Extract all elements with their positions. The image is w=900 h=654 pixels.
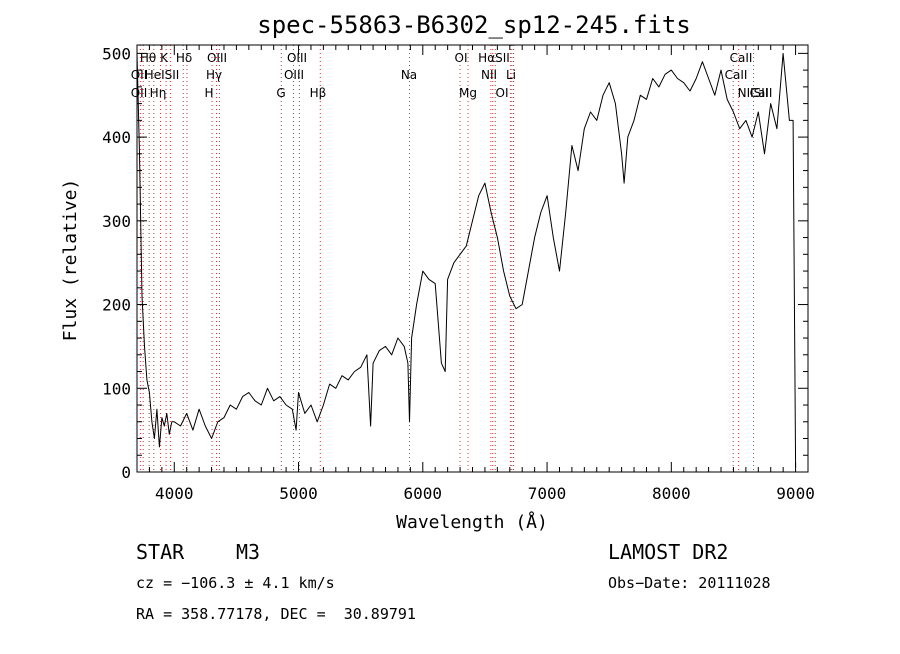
line-label: OI [455, 51, 468, 65]
line-label: Li [506, 68, 516, 82]
object-class: STAR [136, 540, 185, 564]
line-label: NII [481, 68, 497, 82]
line-label: H [204, 86, 213, 100]
line-label: CaII [725, 68, 748, 82]
object-subclass: M3 [236, 540, 261, 564]
line-label: OII [131, 86, 148, 100]
ra-dec-coordinates: RA = 358.77178, DEC = 30.89791 [136, 605, 416, 623]
x-axis-label: Wavelength (Å) [396, 511, 548, 533]
y-tick-label: 400 [102, 128, 131, 147]
observation-date: Obs−Date: 20111028 [608, 574, 771, 592]
y-axis-label: Flux (relative) [60, 179, 81, 342]
line-label: OII [131, 68, 148, 82]
redshift-velocity: cz = −106.3 ± 4.1 km/s [136, 574, 335, 592]
line-label: Hθ [140, 51, 156, 65]
x-tick-label: 7000 [528, 484, 567, 503]
spectrum-series [136, 52, 797, 468]
line-label: OIII [284, 68, 304, 82]
line-label: Hγ [206, 68, 222, 82]
line-label: HeISII [145, 68, 180, 82]
line-label: OI [496, 86, 509, 100]
chart-title: spec-55863-B6302_sp12-245.fits [257, 11, 690, 39]
survey-name: LAMOST DR2 [608, 540, 729, 564]
line-label: NIISII [738, 86, 769, 100]
line-label: Hδ [176, 51, 192, 65]
line-label: K [160, 51, 169, 65]
line-label: CaII [730, 51, 753, 65]
line-label: HαSII [478, 51, 510, 65]
y-tick-label: 500 [102, 44, 131, 63]
line-label: OIII [207, 51, 227, 65]
line-label: G [276, 86, 285, 100]
x-tick-label: 9000 [776, 484, 815, 503]
spectral-line-markers [139, 45, 755, 472]
x-tick-label: 4000 [155, 484, 194, 503]
y-tick-label: 100 [102, 379, 131, 398]
line-label: OIII [287, 51, 307, 65]
x-tick-label: 5000 [279, 484, 318, 503]
line-label: Mg [459, 86, 477, 100]
x-tick-label: 6000 [404, 484, 443, 503]
y-tick-label: 0 [121, 463, 131, 482]
plot-axes: 4000 5000 6000 7000 8000 9000 0 100 200 300 400 500 [102, 44, 815, 503]
x-tick-label: 8000 [652, 484, 691, 503]
line-label: Na [401, 68, 417, 82]
plot-frame [136, 44, 809, 473]
line-label: Hβ [310, 86, 327, 100]
spectrum-line-0 [136, 52, 797, 468]
line-label: CaII [750, 86, 773, 100]
line-label: Hη [150, 86, 167, 100]
y-tick-label: 200 [102, 296, 131, 315]
y-tick-label: 300 [102, 212, 131, 231]
